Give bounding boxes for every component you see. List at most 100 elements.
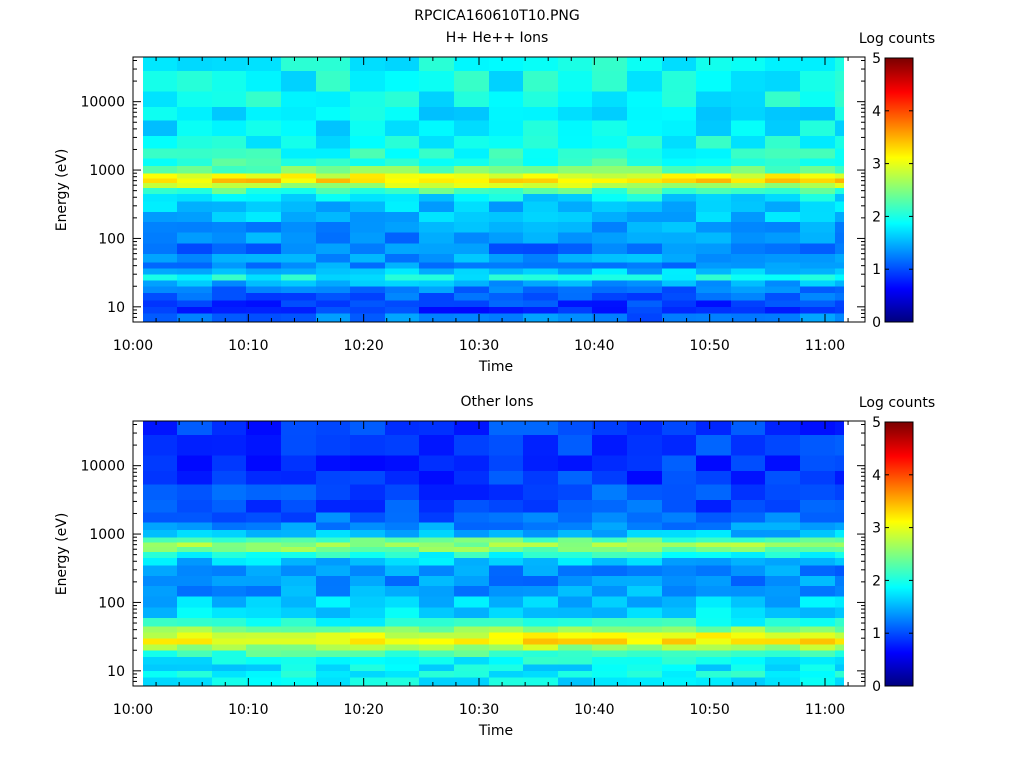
heatmap-cell bbox=[662, 607, 697, 618]
colorbar-band bbox=[885, 164, 913, 167]
colorbar-band bbox=[885, 182, 913, 185]
heatmap-cell bbox=[281, 596, 316, 608]
colorbar-band bbox=[885, 604, 913, 607]
heatmap-cell bbox=[765, 173, 801, 179]
heatmap-cell bbox=[835, 657, 844, 665]
heatmap-cell bbox=[558, 158, 593, 167]
heatmap-cell bbox=[627, 135, 662, 149]
colorbar-band bbox=[885, 172, 913, 175]
heatmap-cell bbox=[558, 120, 593, 136]
colorbar-band bbox=[885, 108, 913, 111]
heatmap-cell bbox=[731, 537, 766, 543]
heatmap-cell bbox=[731, 201, 766, 212]
colorbar-band bbox=[885, 100, 913, 103]
heatmap-cell bbox=[765, 232, 801, 244]
heatmap-cell bbox=[246, 307, 282, 314]
heatmap-cell bbox=[419, 280, 455, 287]
heatmap-cell bbox=[835, 166, 844, 174]
heatmap-cell bbox=[143, 638, 178, 645]
heatmap-cell bbox=[350, 222, 386, 233]
heatmap-cell bbox=[731, 222, 766, 233]
heatmap-cell bbox=[212, 70, 247, 92]
colorbar-band bbox=[885, 630, 913, 633]
heatmap-cell bbox=[212, 173, 247, 179]
heatmap-cell bbox=[246, 286, 282, 294]
colorbar-band bbox=[885, 646, 913, 649]
heatmap-cell bbox=[454, 254, 489, 263]
colorbar-band bbox=[885, 264, 913, 267]
colorbar-tick-label: 3 bbox=[872, 157, 881, 173]
heatmap-cell bbox=[419, 657, 455, 665]
heatmap-cell bbox=[212, 194, 247, 202]
heatmap-cell bbox=[835, 632, 844, 639]
heatmap-cell bbox=[246, 274, 282, 281]
colorbar-band bbox=[885, 668, 913, 671]
heatmap-cell bbox=[350, 57, 386, 71]
heatmap-cell bbox=[143, 607, 178, 618]
heatmap-cell bbox=[662, 434, 697, 456]
heatmap-cell bbox=[489, 471, 524, 485]
heatmap-cell bbox=[316, 537, 351, 543]
heatmap-cell bbox=[592, 551, 628, 558]
heatmap-cell bbox=[143, 677, 178, 686]
heatmap-cell bbox=[662, 280, 697, 287]
heatmap-cell bbox=[246, 201, 282, 212]
heatmap-cell bbox=[696, 182, 732, 188]
heatmap-cell bbox=[765, 644, 801, 651]
colorbar-band bbox=[885, 460, 913, 463]
heatmap-cell bbox=[246, 484, 282, 500]
colorbar-band bbox=[885, 122, 913, 125]
heatmap-cell bbox=[765, 434, 801, 456]
heatmap-cell bbox=[489, 565, 524, 576]
heatmap-cell bbox=[454, 618, 489, 627]
heatmap-cell bbox=[800, 201, 835, 212]
colorbar-band bbox=[885, 94, 913, 97]
heatmap-cell bbox=[489, 638, 524, 645]
heatmap-cell bbox=[523, 499, 559, 513]
heatmap-cell bbox=[489, 120, 524, 136]
x-tick-label: 10:30 bbox=[459, 338, 499, 354]
heatmap-cell bbox=[558, 677, 593, 686]
heatmap-cell bbox=[316, 293, 351, 301]
colorbar-band bbox=[885, 592, 913, 595]
heatmap-cell bbox=[800, 262, 835, 269]
y-tick-label: 100 bbox=[98, 231, 125, 247]
heatmap-cells bbox=[143, 57, 844, 322]
heatmap-cell bbox=[489, 166, 524, 174]
heatmap-cell bbox=[419, 499, 455, 513]
colorbar-band bbox=[885, 120, 913, 123]
colorbar-band bbox=[885, 160, 913, 163]
heatmap-cell bbox=[246, 596, 282, 608]
colorbar-band bbox=[885, 68, 913, 71]
heatmap-cell bbox=[177, 280, 213, 287]
heatmap-cell bbox=[350, 671, 386, 678]
heatmap-cell bbox=[489, 677, 524, 686]
heatmap-cell bbox=[592, 512, 628, 523]
heatmap-cell bbox=[212, 91, 247, 107]
heatmap-cell bbox=[350, 182, 386, 188]
heatmap-cell bbox=[143, 626, 178, 633]
heatmap-cell bbox=[627, 522, 662, 531]
heatmap-cell bbox=[835, 107, 844, 121]
colorbar-band bbox=[885, 488, 913, 491]
heatmap-cell bbox=[558, 178, 593, 183]
heatmap-cell bbox=[489, 274, 524, 281]
heatmap-cell bbox=[385, 499, 420, 513]
heatmap-cell bbox=[696, 596, 732, 608]
heatmap-cell bbox=[212, 222, 247, 233]
heatmap-cell bbox=[385, 664, 420, 671]
heatmap-cell bbox=[800, 471, 835, 485]
heatmap-cell bbox=[489, 194, 524, 202]
heatmap-cell bbox=[662, 211, 697, 223]
heatmap-cell bbox=[419, 120, 455, 136]
heatmap-cell bbox=[385, 421, 420, 435]
colorbar-band bbox=[885, 166, 913, 169]
colorbar-band bbox=[885, 194, 913, 197]
heatmap-cell bbox=[454, 626, 489, 633]
heatmap-cell bbox=[316, 262, 351, 269]
y-axis-label: Energy (eV) bbox=[54, 149, 70, 232]
heatmap-cell bbox=[800, 565, 835, 576]
heatmap-cell bbox=[177, 618, 213, 627]
heatmap-cell bbox=[212, 254, 247, 263]
